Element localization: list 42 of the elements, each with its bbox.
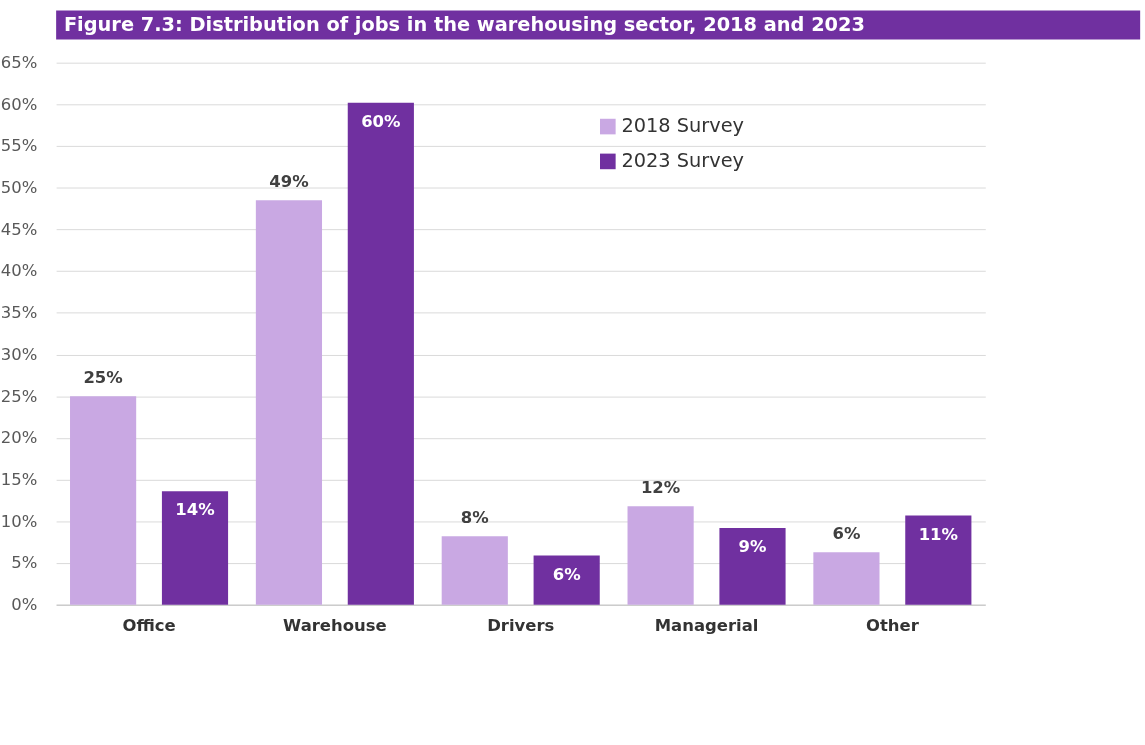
y-tick-label: 60% [0,94,38,114]
y-tick-label: 30% [0,344,38,364]
data-label: 12% [640,477,681,497]
data-label: 6% [552,564,581,584]
y-tick-label: 10% [0,511,38,531]
y-tick-label: 65% [0,53,38,73]
data-label: 60% [361,111,401,131]
y-tick-label: 55% [0,136,38,156]
y-tick-label: 45% [0,219,38,239]
data-label: 6% [832,523,861,543]
bar [719,527,786,605]
x-tick-label: Managerial [654,616,759,636]
y-tick-label: 15% [0,469,38,489]
bar [255,200,323,605]
bar [70,396,137,605]
data-label: 8% [460,507,489,527]
legend-label: 2018 Survey [621,114,745,138]
data-label: 11% [918,524,959,544]
bar [441,536,508,605]
x-tick-label: Drivers [487,616,555,636]
y-tick-label: 50% [0,178,38,198]
bar [347,102,414,605]
data-label: 9% [738,537,767,557]
bar [813,552,880,605]
y-tick-label: 20% [0,428,38,448]
bar [533,555,600,605]
bar [161,491,229,605]
x-tick-label: Office [122,616,176,636]
y-tick-label: 35% [0,303,38,323]
y-tick-label: 40% [0,261,38,281]
x-tick-label: Warehouse [283,616,387,636]
bar [627,506,694,605]
data-label: 49% [269,171,309,191]
y-tick-label: 0% [11,595,38,615]
bar [905,515,972,605]
legend-label: 2023 Survey [621,149,745,173]
y-tick-label: 25% [0,386,38,406]
chart-title: Figure 7.3: Distribution of jobs in the warehousing sector, 2018 and 2023 [63,12,865,36]
x-tick-label: Other [865,616,920,636]
data-label: 25% [83,367,123,387]
data-label: 14% [175,500,215,520]
y-tick-label: 5% [11,553,38,573]
